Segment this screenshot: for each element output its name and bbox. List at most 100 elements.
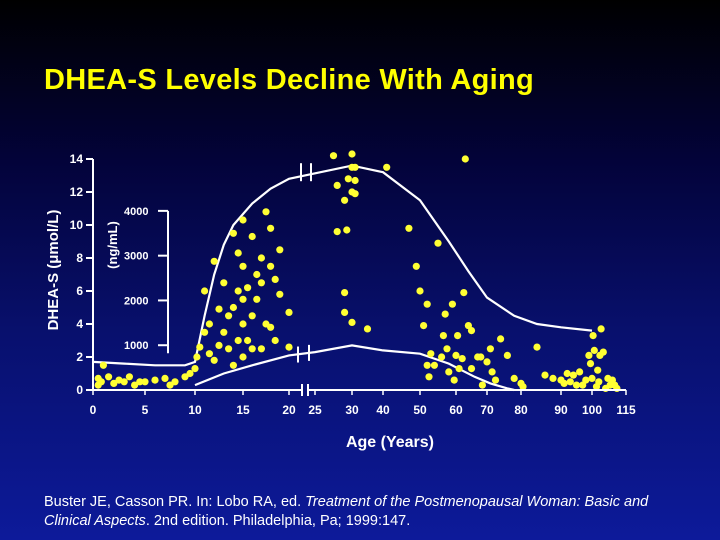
data-point bbox=[186, 369, 194, 378]
data-point bbox=[105, 373, 113, 381]
data-point bbox=[560, 379, 568, 387]
x-tick-label: 20 bbox=[282, 403, 296, 417]
data-point bbox=[461, 155, 469, 163]
data-point bbox=[430, 361, 438, 369]
data-point bbox=[590, 346, 598, 354]
data-point bbox=[420, 322, 428, 330]
data-point bbox=[225, 312, 233, 320]
data-point bbox=[201, 287, 209, 295]
inner-tick-label: 2000 bbox=[124, 295, 148, 307]
data-point bbox=[220, 328, 228, 336]
data-point bbox=[220, 279, 228, 287]
y-tick-label: 14 bbox=[70, 152, 84, 166]
x-tick-label: 60 bbox=[449, 403, 463, 417]
citation: Buster JE, Casson PR. In: Lobo RA, ed. T… bbox=[44, 493, 684, 531]
data-point bbox=[454, 332, 462, 340]
data-point bbox=[434, 239, 442, 247]
inner-tick-label: 3000 bbox=[124, 251, 148, 263]
data-point bbox=[595, 378, 603, 386]
x-tick-label: 5 bbox=[142, 403, 149, 417]
inner-tick-label: 1000 bbox=[124, 340, 148, 352]
x-tick-label: 80 bbox=[514, 403, 528, 417]
data-point bbox=[582, 376, 590, 384]
data-point bbox=[351, 176, 359, 185]
data-point bbox=[193, 353, 201, 361]
data-point bbox=[478, 381, 486, 389]
data-point bbox=[248, 232, 256, 241]
data-point bbox=[205, 320, 213, 328]
data-point bbox=[569, 371, 578, 379]
data-point bbox=[341, 289, 349, 297]
x-tick-label: 100 bbox=[582, 403, 602, 417]
data-point bbox=[257, 279, 265, 287]
data-point bbox=[215, 305, 223, 313]
data-point bbox=[455, 365, 463, 373]
data-point bbox=[276, 290, 284, 298]
data-point bbox=[234, 336, 242, 345]
outer-umol-axis: 0 2 4 6 8 10 12 14 bbox=[70, 152, 94, 397]
data-point bbox=[363, 325, 372, 333]
x-tick-label: 115 bbox=[616, 403, 636, 417]
data-point bbox=[191, 365, 199, 373]
data-point bbox=[488, 368, 496, 376]
trend-curve-lower bbox=[194, 344, 515, 392]
data-point bbox=[585, 351, 593, 359]
data-point bbox=[161, 374, 169, 382]
data-point bbox=[563, 369, 571, 378]
data-point bbox=[438, 353, 446, 361]
data-point bbox=[510, 374, 518, 382]
data-point bbox=[333, 228, 341, 236]
data-point bbox=[448, 300, 456, 308]
data-point bbox=[215, 341, 223, 349]
data-point bbox=[566, 378, 574, 386]
data-point bbox=[271, 336, 279, 345]
data-point bbox=[136, 378, 144, 386]
data-point bbox=[205, 350, 213, 358]
x-tick-label: 15 bbox=[236, 403, 250, 417]
data-point bbox=[412, 262, 420, 270]
data-point bbox=[519, 383, 527, 391]
data-point bbox=[141, 378, 149, 386]
data-point bbox=[234, 287, 242, 295]
trend-curves bbox=[92, 163, 593, 392]
data-point bbox=[467, 365, 476, 373]
data-point bbox=[423, 300, 431, 308]
x-tick-label: 70 bbox=[480, 403, 494, 417]
data-point bbox=[589, 332, 597, 340]
data-point bbox=[210, 356, 218, 364]
data-point bbox=[443, 345, 451, 353]
data-point bbox=[549, 374, 557, 382]
y-tick-label: 4 bbox=[76, 317, 83, 331]
data-point bbox=[594, 366, 602, 374]
data-point bbox=[99, 361, 107, 369]
data-point bbox=[572, 381, 581, 389]
data-point bbox=[427, 350, 435, 358]
y-tick-label: 0 bbox=[76, 383, 83, 397]
data-point bbox=[586, 360, 595, 368]
slide-title: DHEA-S Levels Decline With Aging bbox=[44, 64, 535, 96]
data-point bbox=[597, 325, 605, 333]
citation-prefix: Buster JE, Casson PR. In: Lobo RA, ed. bbox=[44, 494, 306, 510]
data-point bbox=[201, 328, 209, 336]
data-point bbox=[239, 216, 247, 224]
x-axis-label: Age (Years) bbox=[346, 434, 434, 451]
citation-book-title: Treatment of the Postmenopausal Woman: B… bbox=[44, 494, 649, 529]
data-point bbox=[210, 257, 218, 265]
data-point bbox=[120, 378, 128, 386]
y-tick-label: 12 bbox=[70, 185, 84, 199]
data-point bbox=[460, 289, 468, 297]
data-point bbox=[276, 246, 284, 254]
data-point bbox=[348, 150, 356, 158]
inner-ng-ml-axis: 1000 2000 3000 4000 bbox=[124, 206, 169, 354]
inner-tick-label: 4000 bbox=[124, 206, 148, 218]
data-point bbox=[253, 270, 261, 279]
x-axis: 0 5 10 15 20 25 30 40 50 60 70 80 90 100 115 bbox=[90, 384, 636, 417]
data-point bbox=[229, 303, 237, 312]
data-point bbox=[262, 208, 270, 216]
data-point bbox=[343, 226, 351, 234]
data-point bbox=[450, 376, 458, 384]
data-point bbox=[344, 175, 352, 183]
data-point bbox=[477, 353, 485, 361]
x-tick-label: 25 bbox=[308, 403, 322, 417]
